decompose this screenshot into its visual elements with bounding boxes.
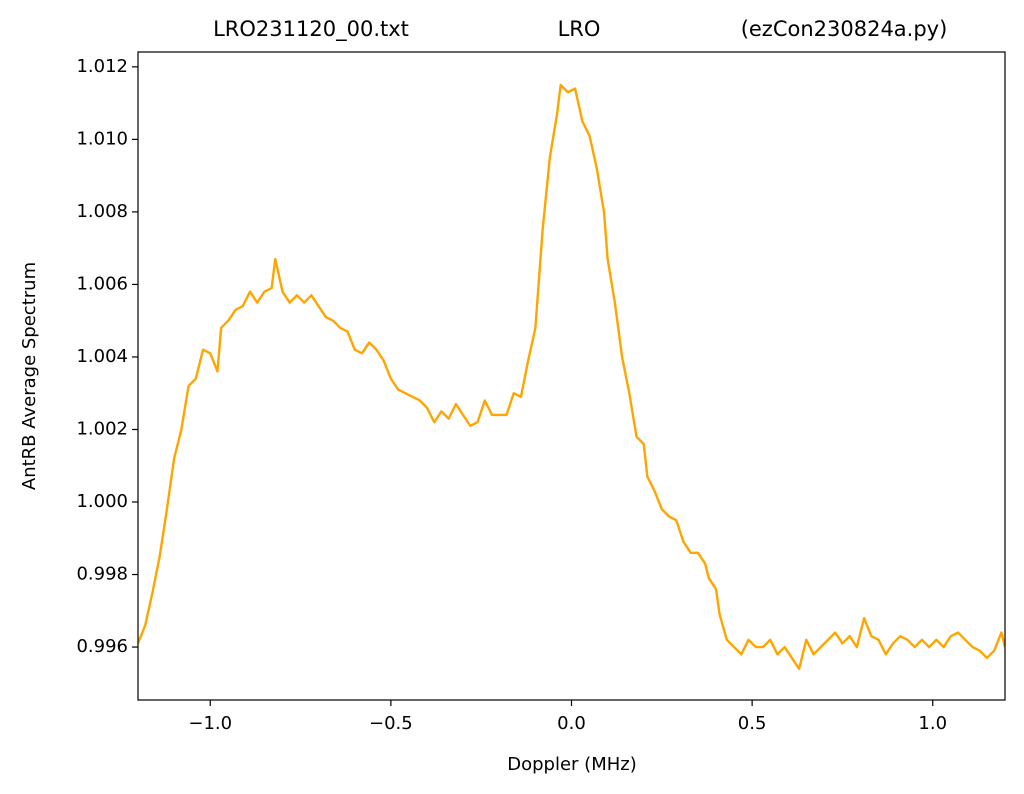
x-tick-label: −1.0 (188, 713, 232, 734)
y-tick-label: 1.006 (76, 273, 128, 294)
y-tick-label: 0.996 (76, 636, 128, 657)
x-axis-label: Doppler (MHz) (507, 754, 636, 775)
y-tick-label: 1.002 (76, 418, 128, 439)
plot-frame (137, 51, 1006, 701)
title-center: LRO (558, 17, 601, 41)
x-tick-label: 0.0 (557, 713, 586, 734)
line (138, 83, 1005, 671)
x-tick-label: 0.5 (738, 713, 767, 734)
x-tick-label: −0.5 (369, 713, 413, 734)
title-right: (ezCon230824a.py) (741, 17, 948, 41)
y-tick-label: 1.004 (76, 346, 128, 367)
y-tick-label: 1.012 (76, 56, 128, 77)
y-tick-label: 1.000 (76, 491, 128, 512)
y-axis-label: AntRB Average Spectrum (19, 262, 40, 490)
title-left: LRO231120_00.txt (213, 17, 409, 42)
y-tick-label: 1.008 (76, 201, 128, 222)
x-tick-label: 1.0 (918, 713, 947, 734)
y-tick-label: 0.998 (76, 564, 128, 585)
y-tick-label: 1.010 (76, 128, 128, 149)
